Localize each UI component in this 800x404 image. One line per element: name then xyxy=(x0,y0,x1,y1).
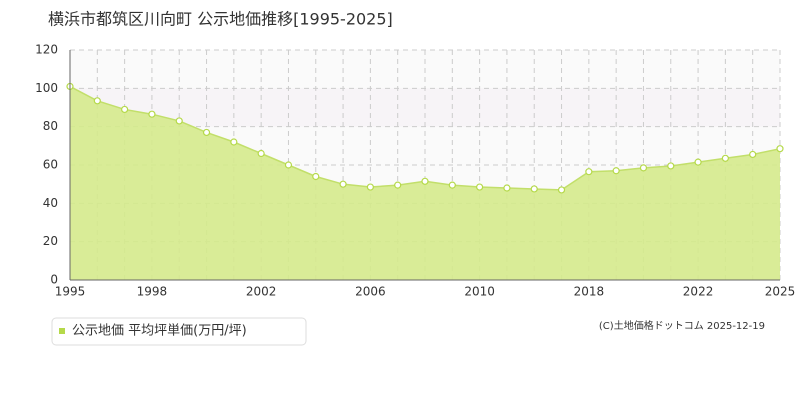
point xyxy=(585,168,593,176)
source: (C)土地価格ドットコム 2025-12-19 xyxy=(599,319,765,332)
point xyxy=(257,149,265,158)
y-tick-label: 80 xyxy=(43,119,58,133)
y-tick-label: 0 xyxy=(50,273,58,287)
point xyxy=(121,105,129,114)
point xyxy=(148,110,156,118)
point xyxy=(93,97,101,105)
point xyxy=(667,162,675,170)
point xyxy=(557,186,566,194)
x-tick-label: 2010 xyxy=(464,285,495,299)
point xyxy=(366,183,374,191)
legend-box xyxy=(51,317,307,346)
point xyxy=(421,177,429,185)
point xyxy=(639,164,648,172)
point xyxy=(448,181,456,189)
y-tick-label: 120 xyxy=(35,43,58,57)
x-tick-label: 2002 xyxy=(246,285,277,299)
chart-title: 横浜市都筑区川向町 公示地価推移[1995-2025] xyxy=(48,10,393,29)
point xyxy=(284,161,293,169)
point xyxy=(394,181,402,189)
point xyxy=(476,183,484,191)
point xyxy=(175,117,183,125)
x-tick-label: 1998 xyxy=(137,285,168,299)
legend-swatch xyxy=(59,328,65,334)
point xyxy=(202,128,211,137)
x-tick-label: 1995 xyxy=(55,285,86,299)
point xyxy=(312,172,320,181)
y-tick-label: 60 xyxy=(43,158,58,172)
point xyxy=(503,184,511,192)
point xyxy=(230,138,238,146)
y-tick-label: 20 xyxy=(43,234,58,248)
x-tick-label: 2006 xyxy=(355,285,386,299)
point xyxy=(749,150,757,159)
point xyxy=(721,154,729,162)
point xyxy=(694,158,702,166)
point xyxy=(530,185,538,193)
point xyxy=(339,180,347,188)
point xyxy=(612,167,620,175)
legend-label: 公示地価 平均坪単価(万円/坪) xyxy=(72,323,247,339)
x-tick-label: 2022 xyxy=(683,285,714,299)
y-tick-label: 100 xyxy=(35,81,58,95)
point xyxy=(776,145,784,153)
y-tick-label: 40 xyxy=(43,196,58,210)
x-tick-label: 2018 xyxy=(574,285,605,299)
x-tick-label: 2025 xyxy=(765,285,796,299)
